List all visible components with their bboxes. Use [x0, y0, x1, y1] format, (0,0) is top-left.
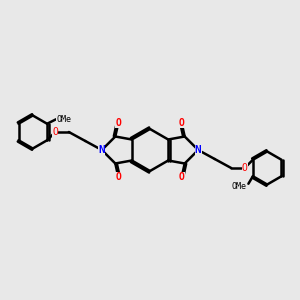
- Text: O: O: [179, 172, 184, 182]
- Text: N: N: [98, 145, 105, 155]
- Text: O: O: [116, 172, 121, 182]
- Text: O: O: [179, 118, 184, 128]
- Text: OMe: OMe: [56, 115, 71, 124]
- Text: O: O: [52, 127, 58, 137]
- Text: N: N: [195, 145, 202, 155]
- Text: OMe: OMe: [232, 182, 247, 191]
- Text: O: O: [242, 163, 247, 173]
- Text: O: O: [116, 118, 121, 128]
